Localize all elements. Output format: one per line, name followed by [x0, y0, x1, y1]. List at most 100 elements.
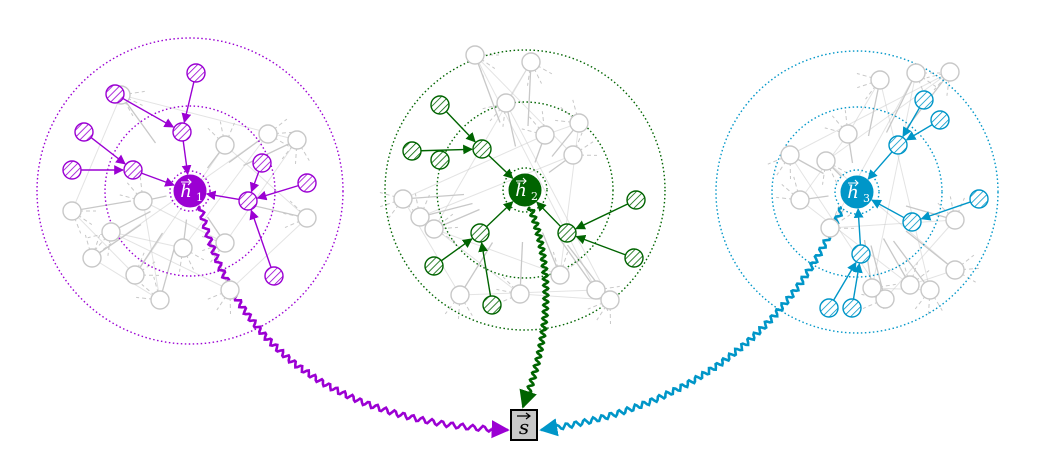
graph-2-hatched-circle-node — [557, 223, 577, 243]
graph-3-gray-node — [920, 280, 940, 300]
graph-2-hatched-circle-node — [472, 139, 492, 159]
graph-3-message-edge — [867, 151, 893, 180]
graph-1-message-edge — [249, 171, 260, 193]
graph-1-hatched-circle-node — [238, 191, 258, 211]
graph-1-gray-node — [62, 201, 82, 221]
graph-3-gray-node — [816, 151, 836, 171]
graph-1-hatched-circle-node — [105, 84, 125, 104]
graph-3-gray-node — [900, 275, 920, 295]
graph-3-gray-edge — [892, 240, 931, 291]
graph-3-gray-node — [862, 278, 882, 298]
graph-1-center-node — [173, 174, 207, 208]
graph-1-hatched-circle-node — [172, 122, 192, 142]
graph-1-message-edge — [141, 172, 175, 187]
graph-3-hatched-circle-node — [819, 298, 839, 318]
graph-1-center-label: h — [180, 181, 192, 202]
graph-2-message-edge — [420, 144, 473, 155]
graph-2-message-edge — [440, 238, 473, 262]
graph-1-hatched-circle-node — [252, 153, 272, 173]
graph-2-hatched-circle-node — [402, 141, 422, 161]
graph-1-gray-node — [220, 280, 240, 300]
graph-3-hatched-circle-node — [930, 110, 950, 130]
graph-3-gray-edge — [825, 71, 951, 162]
graph-1-gray-edge — [243, 139, 298, 167]
graph-1-gray-node — [287, 130, 307, 150]
graph-1-gray-node — [150, 290, 170, 310]
graph-3-center-label: h — [847, 182, 859, 203]
graph-3-gray-node — [870, 70, 890, 90]
graph-1-gray-edge — [91, 257, 161, 301]
output-node: s — [510, 409, 538, 441]
graph-3-gray-node — [906, 63, 926, 83]
graph-2-gray-edge — [559, 239, 597, 291]
graph-1-gray-edge — [224, 144, 308, 219]
graph-2-gray-edge — [474, 54, 574, 156]
graph-2-message-edge — [486, 201, 514, 228]
graph-2-center-subscript: 2 — [531, 190, 538, 203]
graph-1-ring — [36, 37, 344, 345]
graph-3-gray-node — [945, 260, 965, 280]
graph-2-center-node — [508, 173, 542, 207]
graph-1-hatched-circle-node — [297, 173, 317, 193]
graph-3-ring — [834, 169, 880, 215]
graph-1-gray-node — [82, 248, 102, 268]
graph-1-message-edge — [90, 136, 126, 165]
graph-1-gray-edge — [71, 200, 132, 212]
readout-wave-3 — [539, 206, 844, 437]
graph-3-hatched-circle-node — [914, 90, 934, 110]
graph-3-gray-node — [838, 124, 858, 144]
graph-2-center-label: h — [515, 180, 527, 201]
graph-3-gray-edge — [789, 71, 951, 156]
graph-3-gray-node — [945, 210, 965, 230]
graph-3-gray-edge — [905, 230, 956, 271]
graph-3-gray-edge — [871, 72, 917, 289]
graph-2-gray-edge — [402, 193, 465, 200]
graph-1-gray-node — [215, 135, 235, 155]
graph-3-message-edge — [905, 124, 933, 141]
graph-2-ring — [502, 167, 548, 213]
graph-3-gray-edge — [825, 160, 956, 271]
graph-1-gray-edge — [110, 231, 184, 249]
graph-1-hatched-circle-node — [186, 63, 206, 83]
graph-1-gray-edge — [71, 94, 122, 212]
graph-3-hatched-circle-node — [842, 298, 862, 318]
graph-1-gray-node — [101, 222, 121, 242]
graph-2-gray-edge — [419, 154, 574, 218]
graph-3-gray-node — [940, 62, 960, 82]
graph-2-hatched-circle-node — [430, 95, 450, 115]
graph-3-message-edge — [832, 261, 857, 301]
output-node-box — [510, 409, 538, 441]
graph-1-hatched-circle-node — [123, 160, 143, 180]
graph-1-gray-node — [133, 191, 153, 211]
graph-1-gray-edge — [142, 200, 161, 301]
graph-1-gray-node — [215, 233, 235, 253]
graph-1-gray-node — [173, 238, 193, 258]
graph-1-hatched-circle-node — [74, 122, 94, 142]
graph-3-message-edge — [853, 207, 864, 246]
graph-2-message-edge — [575, 203, 629, 230]
graph-1-center-subscript: 1 — [196, 191, 203, 204]
graph-2-hatched-circle-node — [626, 190, 646, 210]
graph-3-gray-edge — [884, 219, 956, 300]
graph-2-message-edge — [478, 241, 492, 297]
graph-1-vector-arrow — [181, 178, 192, 186]
readout-wave-2 — [519, 206, 551, 409]
output-node-vector-arrow — [517, 412, 531, 420]
graph-1-hatched-circle-node — [264, 266, 284, 286]
graph-3-ring — [715, 50, 999, 334]
graph-2-gray-node — [563, 145, 583, 165]
graph-1-message-edge — [181, 81, 195, 124]
graph-2-gray-node — [569, 113, 589, 133]
graph-3-center-subscript: 3 — [863, 192, 870, 205]
graph-2-gray-node — [550, 265, 570, 285]
graph-1-hatched-circle-node — [62, 160, 82, 180]
graph-2-message-edge — [575, 234, 626, 256]
graph-3-hatched-circle-node — [888, 135, 908, 155]
graph-2-gray-node — [586, 280, 606, 300]
graph-3-message-edge — [852, 262, 863, 300]
graph-2-gray-edge — [433, 228, 561, 276]
graph-2-gray-node — [600, 290, 620, 310]
graph-3-message-edge — [871, 199, 905, 219]
graph-2-hatched-circle-node — [430, 150, 450, 170]
